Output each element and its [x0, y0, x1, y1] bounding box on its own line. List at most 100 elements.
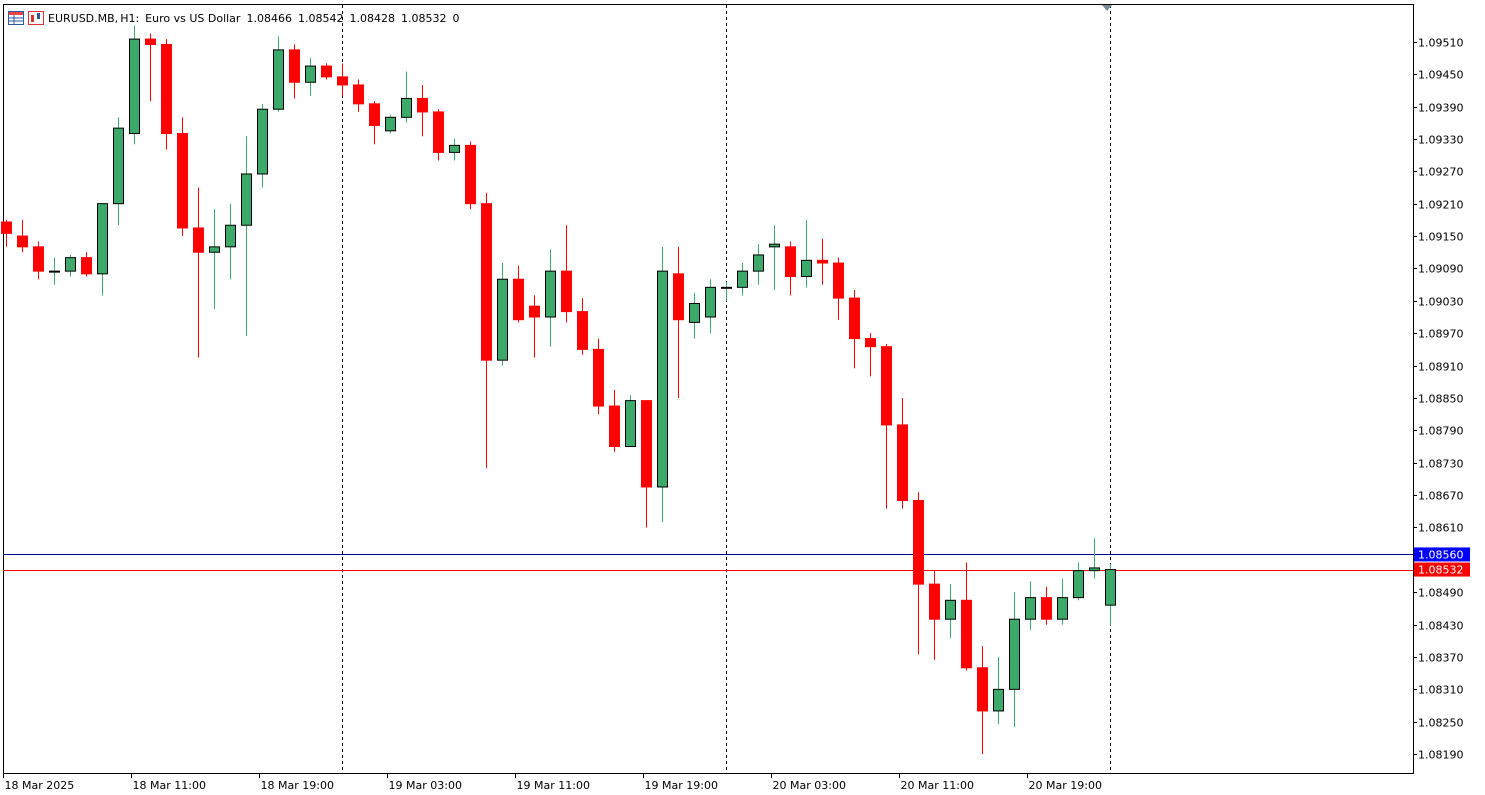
candle-body — [785, 246, 796, 278]
price-axis[interactable]: 1.09510 1.09450 1.09390 1.09330 1.09270 1.092… — [1413, 37, 1464, 762]
candle-body — [609, 405, 620, 448]
candle — [209, 209, 220, 309]
price-tick-label: 1.08730 — [1418, 458, 1464, 471]
candle — [385, 114, 396, 134]
candle — [1057, 578, 1068, 625]
time-tick-label: 19 Mar 03:00 — [389, 779, 462, 792]
price-tick-label: 1.08310 — [1418, 684, 1464, 697]
candle — [785, 241, 796, 296]
close-value: 1.08532 — [400, 11, 447, 25]
candles — [1, 25, 1116, 755]
candle — [161, 39, 172, 150]
period-separators — [342, 5, 1111, 773]
candle-body — [257, 108, 268, 175]
candle-body — [449, 144, 460, 153]
candle-body — [481, 203, 492, 361]
candle-body — [129, 38, 140, 135]
candle-body — [1105, 569, 1116, 606]
price-tick-label: 1.09450 — [1418, 69, 1464, 82]
candle-body — [225, 224, 236, 248]
candle — [881, 343, 892, 509]
time-tick-label: 18 Mar 19:00 — [261, 779, 334, 792]
candle-body — [929, 583, 940, 620]
candle — [97, 203, 108, 296]
candle — [609, 389, 620, 452]
low-value: 1.08428 — [349, 11, 395, 25]
shift-marker-icon[interactable] — [1102, 5, 1112, 11]
price-tick-label: 1.08790 — [1418, 425, 1464, 438]
candle-body — [241, 173, 252, 226]
candle-body — [33, 246, 44, 272]
price-tick-label: 1.08190 — [1418, 749, 1464, 762]
open-value: 1.08466 — [246, 11, 292, 25]
table-icon[interactable] — [8, 11, 24, 25]
candle-body — [1025, 597, 1036, 620]
time-tick-label: 20 Mar 03:00 — [773, 779, 846, 792]
time-axis[interactable]: 18 Mar 2025 18 Mar 11:00 18 Mar 19:00 19 Ma… — [3, 773, 1102, 792]
price-tick-label: 1.08850 — [1418, 393, 1464, 406]
candle — [1025, 581, 1036, 630]
candle — [1105, 564, 1116, 626]
candle — [321, 63, 332, 80]
price-tick-label: 1.09330 — [1418, 134, 1464, 147]
candle — [801, 219, 812, 288]
price-tick-label: 1.08970 — [1418, 328, 1464, 341]
chart-header: EURUSD.MB, H1: Euro vs US Dollar 1.08466… — [8, 9, 465, 27]
price-tick-label: 1.08670 — [1418, 490, 1464, 503]
candle-body — [65, 257, 76, 272]
candle — [65, 254, 76, 277]
candle-body — [369, 103, 380, 126]
price-tick-label: 1.08250 — [1418, 717, 1464, 730]
candle — [257, 103, 268, 188]
candle-body — [145, 38, 156, 45]
candle — [817, 238, 828, 285]
candle-body — [817, 259, 828, 264]
candle-body — [401, 97, 412, 118]
candle-body — [513, 278, 524, 321]
price-lines — [3, 554, 1413, 571]
ask-price-tag-bg — [1414, 547, 1470, 562]
candle — [81, 252, 92, 277]
chart-type-icon[interactable] — [28, 11, 44, 25]
price-tick-label: 1.08490 — [1418, 587, 1464, 600]
candle — [113, 117, 124, 226]
candle-body — [673, 273, 684, 321]
price-tick-label: 1.09210 — [1418, 199, 1464, 212]
candle — [497, 263, 508, 366]
candle-body — [305, 65, 316, 83]
candle — [433, 109, 444, 161]
candle-body — [289, 49, 300, 83]
candle — [337, 63, 348, 96]
plot-border — [3, 4, 1414, 774]
candle-body — [1009, 618, 1020, 690]
candle — [561, 225, 572, 323]
candle-body — [273, 49, 284, 110]
candle — [273, 36, 284, 112]
candle — [529, 295, 540, 358]
candle — [193, 187, 204, 358]
candle — [625, 395, 636, 448]
candle — [129, 25, 140, 145]
candle — [305, 57, 316, 96]
time-tick-label: 18 Mar 2025 — [5, 779, 75, 792]
candle — [657, 246, 668, 523]
candle — [641, 400, 652, 528]
candle-body — [913, 499, 924, 585]
candle — [225, 203, 236, 280]
candle-body — [113, 127, 124, 205]
price-tick-label: 1.08430 — [1418, 620, 1464, 633]
candle-body — [657, 270, 668, 488]
candle-body — [209, 246, 220, 253]
price-tick-label: 1.08370 — [1418, 652, 1464, 665]
candle — [145, 33, 156, 102]
candle-body — [865, 338, 876, 348]
candle — [913, 492, 924, 655]
candle-body — [321, 65, 332, 78]
candle — [689, 292, 700, 339]
price-tick-label: 1.09270 — [1418, 166, 1464, 179]
candle — [49, 257, 60, 285]
chart-frame — [3, 4, 1414, 774]
ask-price-tag: 1.08560 — [1414, 547, 1470, 562]
candle — [33, 241, 44, 280]
